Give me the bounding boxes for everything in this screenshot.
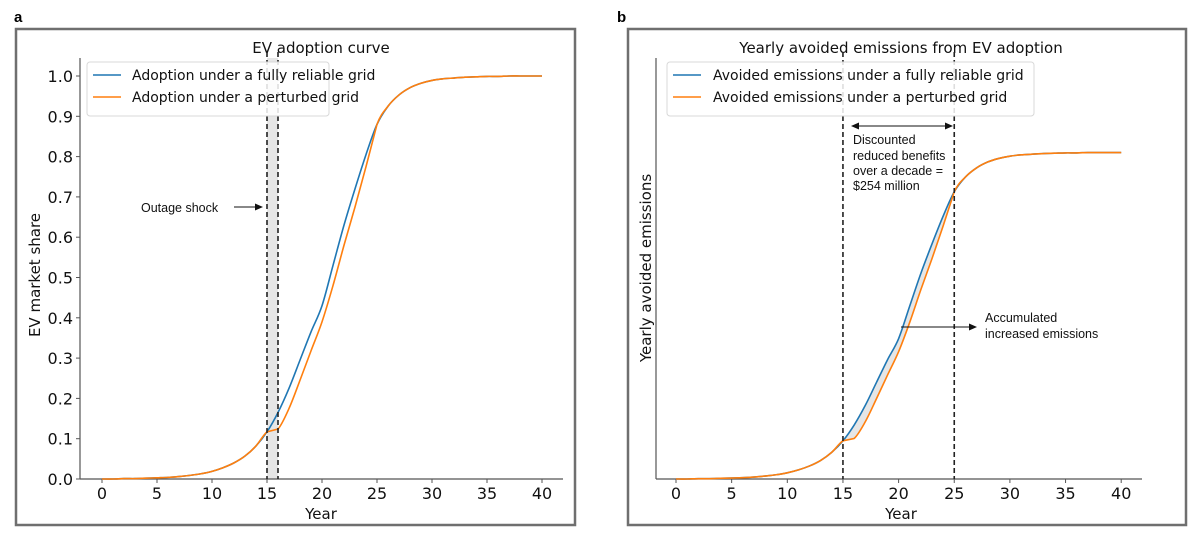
x-tick-label: 10: [202, 484, 222, 503]
y-tick-label: 0.9: [48, 107, 73, 126]
panel-b-xlabel: Year: [884, 505, 918, 523]
x-tick-label: 15: [833, 484, 853, 503]
panel-b: b Yearly avoided emissions from EV adopt…: [617, 9, 1188, 527]
panel-a-title: EV adoption curve: [252, 39, 389, 57]
panel-a-vlines: [266, 52, 279, 479]
x-tick-label: 25: [944, 484, 964, 503]
legend-label-perturbed: Adoption under a perturbed grid: [132, 90, 359, 106]
x-tick-label: 35: [477, 484, 497, 503]
series-reliable-line: [101, 75, 542, 480]
x-tick-label: 30: [1000, 484, 1020, 503]
panel-b-axes: 0 5 10 15 20 25 30 35 40: [655, 58, 1142, 503]
x-tick-label: 0: [671, 484, 681, 503]
panel-a-axes: 0 5 10 15 20 25 30 35 40 0.0 0.1 0.2 0.3 0.4 0.5 0.6 0.7…: [48, 58, 563, 503]
legend-box: [666, 61, 1035, 117]
x-tick-label: 35: [1055, 484, 1075, 503]
x-tick-label: 40: [532, 484, 552, 503]
decade-label-line-4: $254 million: [853, 179, 920, 193]
series-perturbed-line: [101, 75, 542, 480]
y-tick-label: 0.4: [48, 309, 73, 328]
panel-a-ylabel: EV market share: [26, 213, 44, 337]
y-tick-label: 0.6: [48, 228, 73, 247]
accumulated-label-line-1: Accumulated: [985, 311, 1057, 325]
x-tick-label: 20: [312, 484, 332, 503]
panel-b-ylabel: Yearly avoided emissions: [637, 174, 655, 364]
panel-b-legend: Avoided emissions under a fully reliable…: [666, 61, 1035, 117]
x-tick-label: 15: [257, 484, 277, 503]
y-tick-label: 0.3: [48, 349, 73, 368]
panel-a-series: [101, 75, 542, 480]
y-tick-label: 0.7: [48, 188, 73, 207]
panel-b-frame: [626, 27, 1188, 527]
legend-label-reliable: Avoided emissions under a fully reliable…: [713, 68, 1024, 84]
panel-b-letter: b: [617, 9, 626, 26]
accumulated-label-line-2: increased emissions: [985, 327, 1098, 341]
legend-label-perturbed: Avoided emissions under a perturbed grid: [713, 90, 1007, 106]
y-tick-label: 0.8: [48, 148, 73, 167]
outage-shock-label: Outage shock: [141, 201, 219, 215]
x-tick-label: 5: [152, 484, 162, 503]
panel-b-vlines: [842, 52, 956, 479]
x-tick-label: 25: [367, 484, 387, 503]
series-perturbed-line: [675, 151, 1122, 480]
y-tick-label: 0.5: [48, 269, 73, 288]
x-tick-label: 20: [888, 484, 908, 503]
x-tick-label: 5: [727, 484, 737, 503]
y-tick-label: 0.0: [48, 470, 73, 489]
legend-label-reliable: Adoption under a fully reliable grid: [132, 68, 375, 84]
decade-double-arrow: [851, 122, 953, 130]
panel-a-legend: Adoption under a fully reliable grid Ado…: [86, 61, 375, 117]
x-tick-label: 10: [777, 484, 797, 503]
outage-shade: [267, 58, 278, 479]
panel-a-xlabel: Year: [304, 505, 338, 523]
decade-label-line-1: Discounted: [853, 133, 916, 147]
legend-box: [86, 61, 330, 117]
shaded-region: [267, 58, 278, 479]
panel-b-series: [675, 151, 1122, 480]
panel-b-title: Yearly avoided emissions from EV adoptio…: [738, 39, 1062, 57]
y-tick-label: 1.0: [48, 67, 73, 86]
y-tick-label: 0.2: [48, 389, 73, 408]
decade-label-line-3: over a decade =: [853, 164, 943, 178]
y-tick-label: 0.1: [48, 430, 73, 449]
accumulated-arrow: [901, 323, 977, 331]
panel-a-letter: a: [14, 9, 23, 26]
outage-shock-arrow: [234, 203, 263, 211]
panel-a: a EV adoption curve 0 5 10 15 20 25 30 35 400.00…: [14, 9, 577, 527]
decade-label-line-2: reduced benefits: [853, 149, 945, 163]
x-tick-label: 0: [97, 484, 107, 503]
x-tick-label: 30: [422, 484, 442, 503]
x-tick-label: 40: [1111, 484, 1131, 503]
panel-a-frame: [14, 27, 577, 527]
